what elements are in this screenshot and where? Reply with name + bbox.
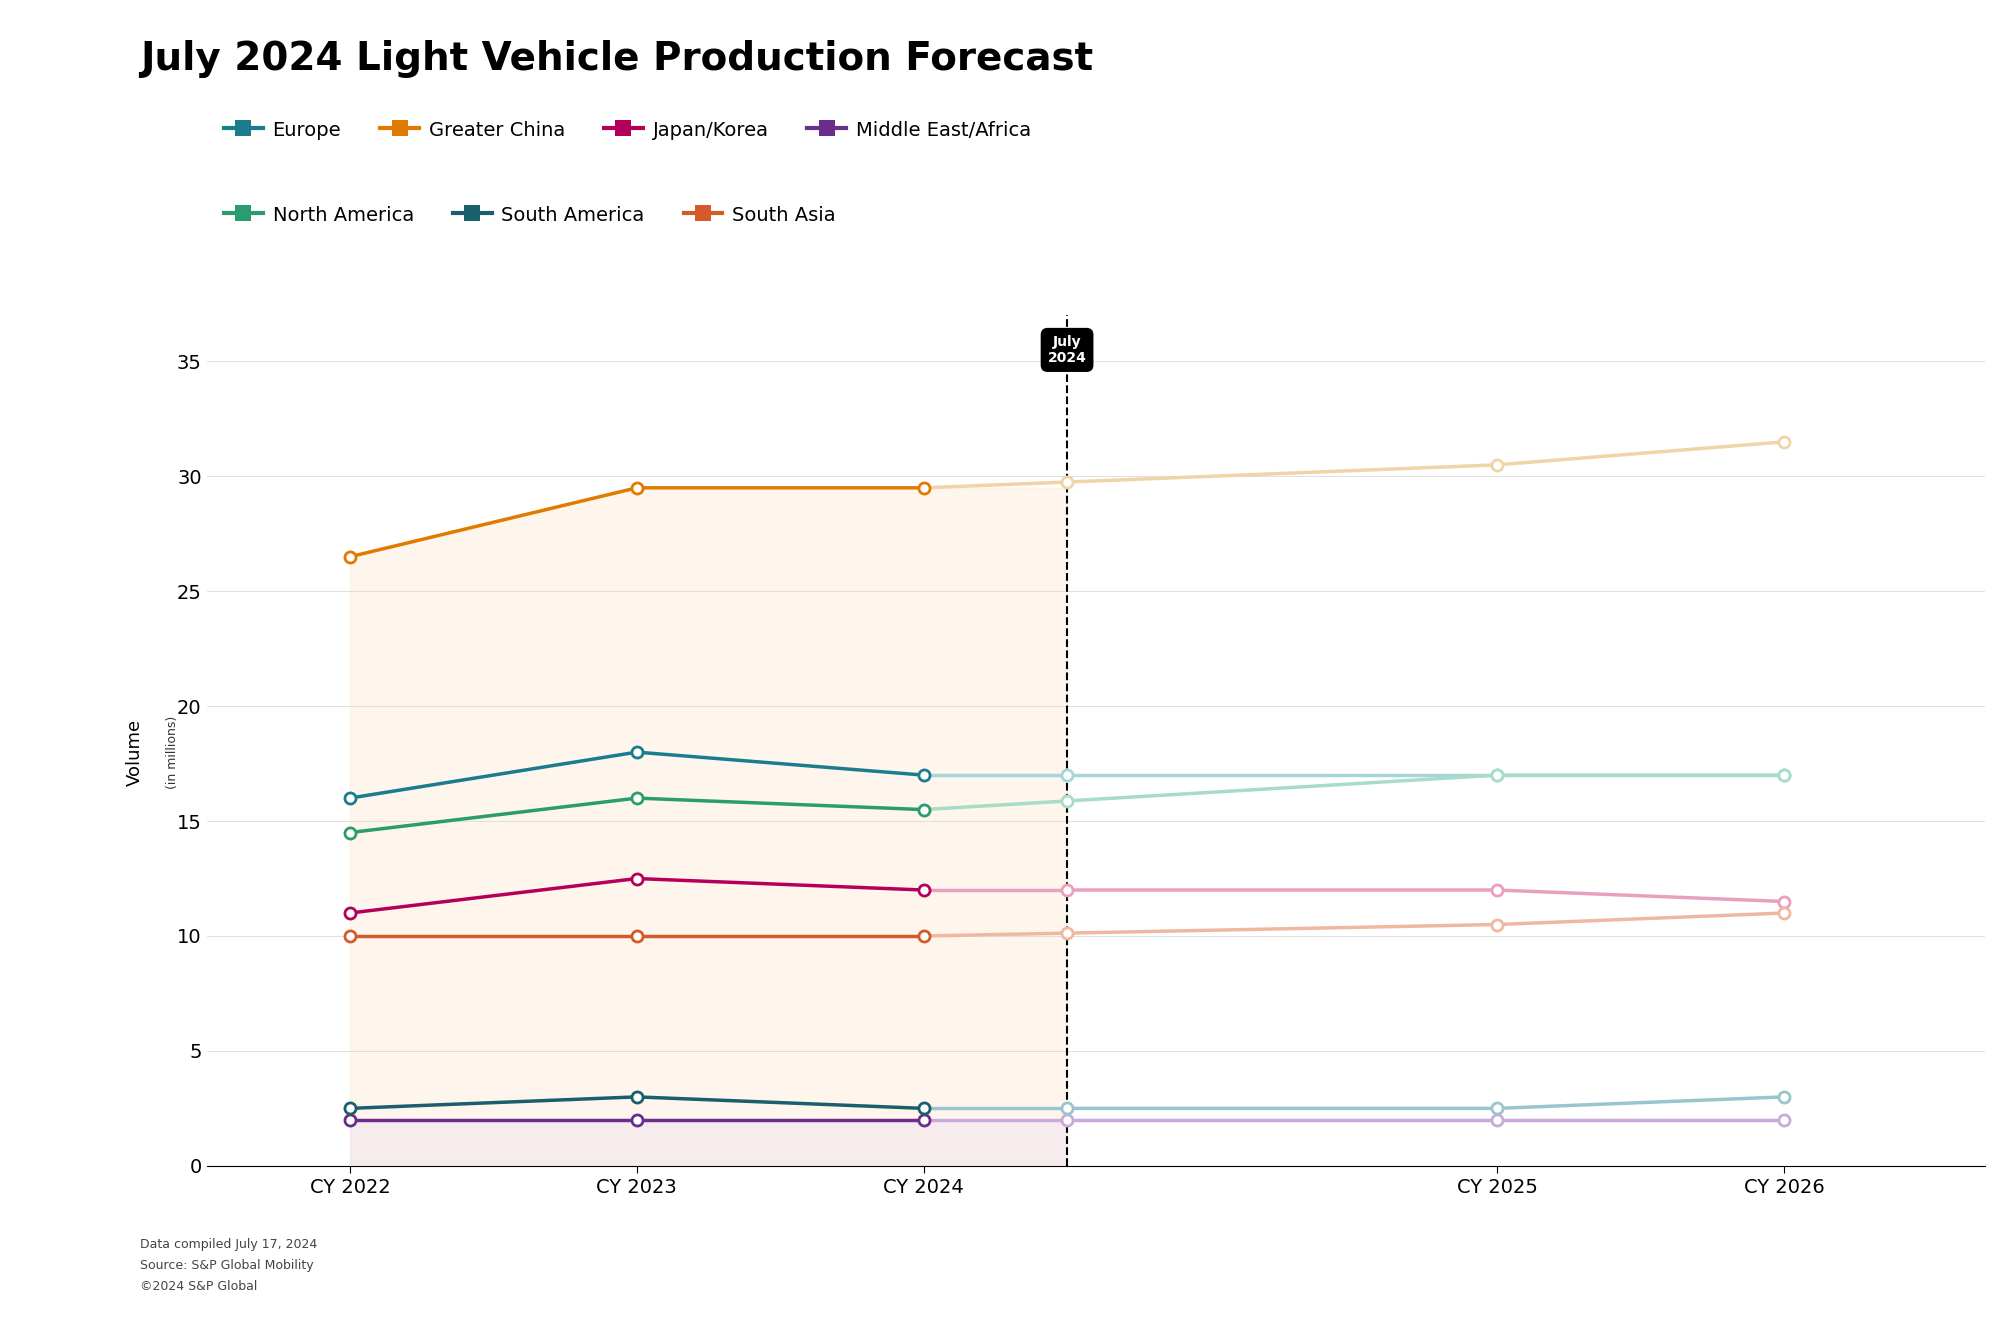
Text: Volume: Volume	[126, 719, 144, 786]
Text: (in millions): (in millions)	[166, 715, 178, 789]
Text: July 2024 Light Vehicle Production Forecast: July 2024 Light Vehicle Production Forec…	[140, 40, 1094, 78]
Text: July
2024: July 2024	[1048, 335, 1086, 365]
Legend: North America, South America, South Asia: North America, South America, South Asia	[216, 198, 844, 233]
Text: Data compiled July 17, 2024
Source: S&P Global Mobility
©2024 S&P Global: Data compiled July 17, 2024 Source: S&P …	[140, 1238, 318, 1293]
